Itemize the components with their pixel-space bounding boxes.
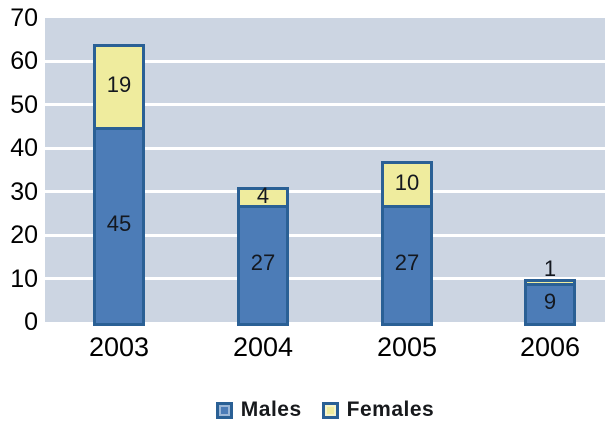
gridline <box>45 190 605 194</box>
y-tick-label: 20 <box>10 221 38 250</box>
bar-value-label: 10 <box>394 170 420 196</box>
y-tick-label: 10 <box>10 264 38 293</box>
bar-segment-males-2005 <box>381 204 433 326</box>
legend-label: Males <box>240 398 302 421</box>
bar-value-label: 9 <box>543 289 557 315</box>
bar-value-label: 45 <box>106 211 132 237</box>
legend: Males Females <box>45 398 605 422</box>
plot-area: 45 19 27 4 27 10 9 1 <box>45 18 605 326</box>
x-tick-label-2006: 2006 <box>519 332 581 362</box>
bar-value-label: 27 <box>250 250 276 276</box>
y-tick-label: 50 <box>10 90 38 119</box>
x-tick-label-2004: 2004 <box>232 332 294 362</box>
bar-segment-males-2003 <box>93 126 145 326</box>
legend-label: Females <box>346 398 435 421</box>
y-tick-label: 70 <box>10 4 38 32</box>
y-tick-label: 0 <box>24 308 38 336</box>
gridline <box>45 59 605 63</box>
bar-segment-females-2003 <box>93 44 145 127</box>
bar-segment-males-2006 <box>524 282 576 326</box>
x-tick-label-2005: 2005 <box>376 332 438 362</box>
x-tick-label-2003: 2003 <box>88 332 150 362</box>
gridline <box>45 146 605 150</box>
gridline <box>45 233 605 237</box>
bar-value-label: 19 <box>106 72 132 98</box>
bar-segment-females-2005 <box>381 161 433 205</box>
gridline <box>45 103 605 107</box>
legend-marker-females-icon <box>321 401 339 419</box>
legend-item-males: Males <box>215 398 302 422</box>
y-tick-label: 60 <box>10 47 38 76</box>
bar-value-label: 4 <box>256 183 270 209</box>
bar-value-label: 27 <box>394 250 420 276</box>
bar-segment-females-2004 <box>237 187 289 205</box>
y-tick-label: 40 <box>10 134 38 163</box>
bar-segment-females-2006 <box>524 278 576 283</box>
bar-segment-males-2004 <box>237 204 289 326</box>
legend-marker-males-icon <box>215 401 233 419</box>
y-tick-label: 30 <box>10 177 38 206</box>
legend-item-females: Females <box>321 398 435 422</box>
bar-value-label: 1 <box>543 255 557 281</box>
gridline <box>45 277 605 281</box>
